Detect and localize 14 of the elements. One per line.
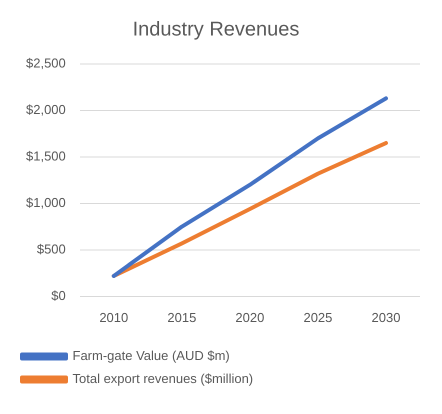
- x-tick-label: 2030: [372, 310, 400, 325]
- y-tick-label: $2,000: [26, 102, 66, 118]
- legend-label: Farm-gate Value (AUD $m): [72, 348, 230, 364]
- y-tick-label: $500: [36, 242, 66, 256]
- chart-title: Industry Revenues: [132, 18, 300, 41]
- y-tick-label: $0: [51, 288, 66, 303]
- x-tick-label: 2025: [303, 310, 332, 325]
- y-tick-label: $1,000: [26, 195, 66, 210]
- legend-label: Total export revenues ($million): [72, 371, 254, 386]
- x-tick-label: 2010: [99, 310, 128, 325]
- x-tick-label: 2020: [235, 310, 264, 325]
- y-tick-label: $2,500: [26, 56, 66, 71]
- x-tick-label: 2015: [167, 310, 196, 325]
- y-tick-label: $1,500: [26, 148, 66, 164]
